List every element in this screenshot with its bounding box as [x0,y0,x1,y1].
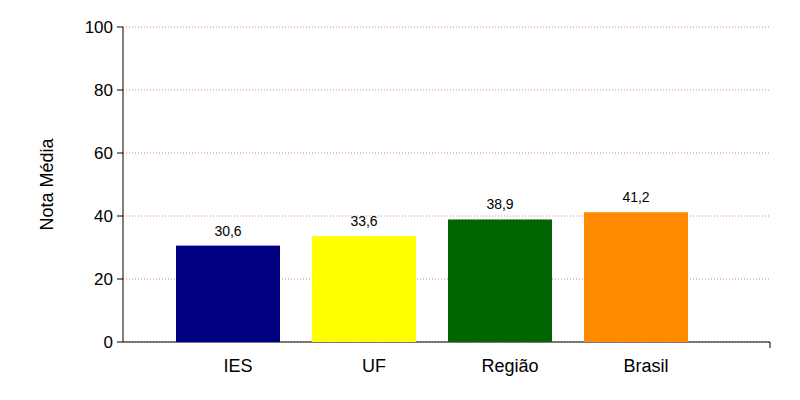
grid-line [123,153,770,154]
tick-label: 40 [94,207,113,226]
tick-mark [117,90,123,91]
tick-mark [117,342,123,343]
data-label: 30,6 [214,223,241,239]
category-label: Brasil [623,356,668,376]
category-label: UF [362,356,386,376]
tick-mark [117,279,123,280]
tick-mark [117,153,123,154]
data-label: 41,2 [622,189,649,205]
tick-label: 80 [94,81,113,100]
y-axis [123,27,124,342]
bar [312,236,416,342]
data-label: 38,9 [486,196,513,212]
bar [176,246,280,342]
tick-label: 0 [104,333,113,352]
bar [448,219,552,342]
tick-mark [117,216,123,217]
axis-end-tick [770,342,771,348]
chart: 0 20 40 60 80 100 Nota Média 30,6 IES 33,6 UF 38,9 R… [0,0,800,400]
tick-mark [117,27,123,28]
grid-line [123,27,770,28]
y-axis-label: Nota Média [37,137,57,230]
category-label: IES [223,356,252,376]
tick-label: 20 [94,270,113,289]
category-label: Região [481,356,538,376]
tick-label: 100 [85,18,113,37]
bar [584,212,688,342]
data-label: 33,6 [350,213,377,229]
tick-label: 60 [94,144,113,163]
bars [176,212,688,342]
grid-line [123,90,770,91]
